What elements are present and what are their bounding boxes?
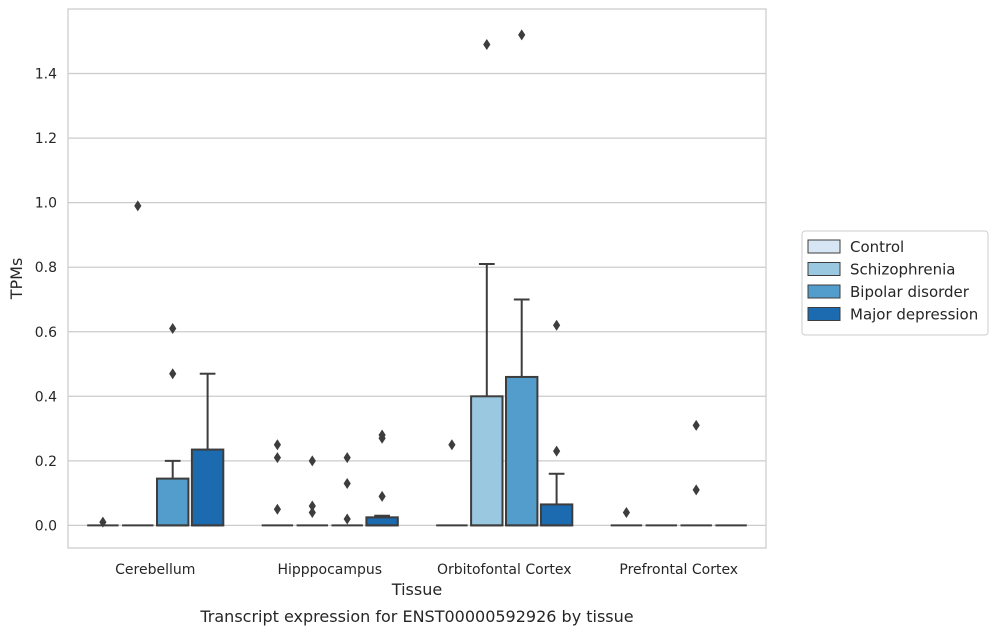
- box-body: [190, 448, 225, 527]
- outlier-point: [692, 419, 700, 431]
- legend-frame: [801, 230, 989, 336]
- outlier-point: [308, 455, 316, 467]
- outlier-point: [273, 503, 281, 515]
- y-tick-label: 0.8: [35, 260, 57, 276]
- outlier-point: [448, 439, 456, 451]
- outlier-points: [99, 29, 700, 528]
- x-tick-label: Cerebellum: [115, 562, 195, 578]
- x-axis-title: Tissue: [391, 580, 442, 599]
- x-tick-label: Hipppocampus: [277, 562, 382, 578]
- box-body: [539, 503, 574, 527]
- legend-label: Bipolar disorder: [850, 283, 970, 301]
- y-tick-label: 0.0: [35, 518, 57, 534]
- outlier-point: [308, 506, 316, 518]
- box-series: [87, 262, 747, 527]
- outlier-point: [308, 500, 316, 512]
- y-tick-label: 1.2: [35, 131, 57, 147]
- outlier-point: [692, 484, 700, 496]
- legend-swatch: [807, 284, 841, 299]
- legend-label: Major depression: [850, 306, 978, 324]
- y-tick-label: 1.0: [35, 196, 57, 212]
- outlier-point: [343, 477, 351, 489]
- y-tick-label: 0.2: [35, 454, 57, 470]
- box-bipolar-disorder: [155, 459, 190, 527]
- outlier-point: [273, 452, 281, 464]
- x-axis-ticks: Cerebellum Hipppocampus Orbitofontal Corte…: [115, 562, 738, 578]
- y-axis-ticks: 0.0 0.2 0.4 0.6 0.8 1.0 1.2 1.4: [35, 67, 57, 535]
- y-tick-label: 0.4: [35, 389, 57, 405]
- legend-label: Schizophrenia: [850, 261, 955, 279]
- outlier-point: [553, 445, 561, 457]
- outlier-point: [343, 452, 351, 464]
- outlier-point: [99, 516, 107, 528]
- outlier-point: [134, 200, 142, 212]
- outlier-point: [273, 439, 281, 451]
- box-body: [155, 477, 190, 527]
- box-major-depression: [190, 372, 225, 527]
- outlier-point: [378, 490, 386, 502]
- outlier-point: [169, 368, 177, 380]
- box-major-depression: [539, 472, 574, 527]
- outlier-point: [518, 29, 526, 41]
- legend-label: Control: [850, 238, 904, 256]
- legend-swatch: [807, 307, 841, 321]
- y-tick-label: 0.6: [35, 325, 57, 341]
- box-bipolar-disorder: [504, 298, 539, 527]
- x-tick-label: Orbitofontal Cortex: [437, 562, 572, 578]
- outlier-point: [483, 39, 491, 51]
- box-body: [470, 395, 504, 527]
- outlier-point: [378, 429, 386, 441]
- chart-caption: Transcript expression for ENST0000059292…: [199, 607, 633, 626]
- box-schizophrenia: [470, 262, 504, 527]
- outlier-point: [169, 323, 177, 335]
- y-axis-title: TPMs: [7, 258, 26, 301]
- legend-swatch: [807, 239, 841, 254]
- y-tick-label: 1.4: [35, 67, 57, 83]
- box-body: [504, 375, 539, 527]
- gridlines: [68, 72, 766, 527]
- outlier-point: [343, 513, 351, 525]
- x-tick-label: Prefrontal Cortex: [619, 562, 738, 578]
- outlier-point: [553, 319, 561, 331]
- box-major-depression: [365, 514, 399, 527]
- legend-swatch: [807, 262, 841, 276]
- plot-frame: [67, 8, 767, 549]
- legend: Control Schizophrenia Bipolar disorder Majo…: [801, 230, 989, 336]
- outlier-point: [622, 506, 630, 518]
- box-body: [365, 516, 399, 527]
